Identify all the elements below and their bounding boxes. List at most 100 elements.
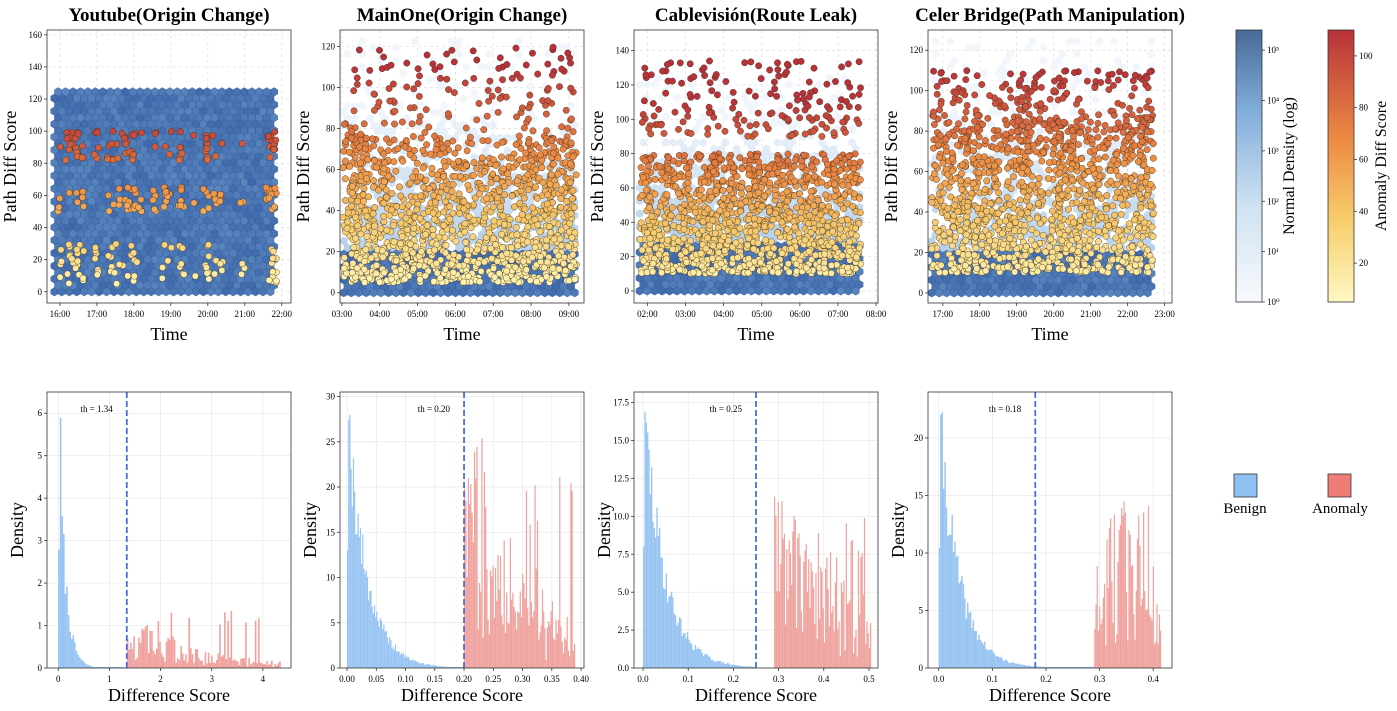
anomaly-point	[535, 144, 543, 152]
anomaly-point	[131, 185, 138, 193]
x-tick-label: 22:00	[271, 309, 292, 319]
anomaly-point	[65, 279, 73, 287]
anomaly-point	[341, 175, 349, 183]
anomaly-point	[123, 202, 131, 209]
hexbin	[556, 43, 564, 52]
anomaly-point	[496, 187, 503, 195]
anomaly-point	[216, 260, 224, 268]
anomaly-point	[568, 115, 575, 123]
anomaly-point	[857, 84, 864, 92]
hexbin	[392, 43, 400, 52]
anomaly-point	[403, 83, 411, 91]
anomaly-point	[546, 180, 554, 188]
anomaly-point	[487, 244, 495, 252]
anomaly-point	[751, 215, 758, 223]
anomaly-point	[768, 109, 776, 117]
anomaly-point	[533, 278, 540, 286]
hexbin	[477, 62, 486, 72]
anomaly-point	[449, 268, 457, 276]
anomaly-point	[480, 126, 488, 134]
anomaly-point	[176, 128, 184, 136]
anomaly-point	[210, 190, 218, 198]
anomaly-point	[449, 137, 457, 145]
anomaly-point	[218, 139, 226, 147]
anomaly-point	[492, 161, 500, 169]
anomaly-point	[513, 113, 520, 121]
hexbin	[343, 49, 352, 59]
anomaly-point	[370, 157, 378, 164]
anomaly-point	[518, 211, 526, 219]
anomaly-point	[440, 173, 448, 181]
anomaly-point	[526, 91, 534, 99]
anomaly-point	[417, 134, 425, 142]
anomaly-point	[531, 216, 539, 224]
anomaly-point	[469, 47, 477, 55]
anomaly-point	[73, 246, 81, 254]
anomaly-point	[645, 204, 653, 211]
anomaly-point	[499, 165, 507, 173]
anomaly-point	[271, 203, 278, 211]
anomaly-point	[65, 189, 73, 197]
anomaly-point	[429, 60, 437, 68]
anomaly-point	[689, 268, 697, 276]
anomaly-point	[508, 192, 516, 200]
anomaly-point	[496, 95, 504, 102]
anomaly-point	[440, 208, 448, 216]
hexbin	[773, 138, 782, 147]
anomaly-point	[419, 146, 427, 154]
anomaly-point	[550, 235, 558, 243]
anomaly-point	[450, 251, 458, 258]
anomaly-point	[73, 189, 80, 197]
anomaly-point	[788, 131, 796, 139]
x-tick-label: 07:00	[483, 309, 504, 319]
anomaly-point	[403, 226, 411, 234]
anomaly-point	[380, 212, 388, 220]
anomaly-point	[812, 251, 819, 259]
x-tick-label: 08:00	[521, 309, 542, 319]
anomaly-point	[383, 193, 390, 201]
anomaly-point	[475, 100, 483, 107]
anomaly-point	[844, 79, 852, 87]
anomaly-point	[431, 132, 438, 140]
anomaly-point	[271, 128, 279, 136]
anomaly-point	[521, 231, 529, 239]
anomaly-point	[115, 185, 123, 193]
anomaly-point	[496, 54, 504, 62]
anomaly-point	[805, 93, 813, 101]
anomaly-point	[425, 185, 433, 193]
anomaly-point	[855, 91, 863, 98]
anomaly-point	[514, 242, 522, 250]
hexbin	[485, 49, 493, 59]
anomaly-point	[771, 85, 779, 93]
anomaly-point	[767, 222, 775, 230]
anomaly-point	[391, 120, 398, 128]
anomaly-point	[199, 185, 207, 193]
anomaly-point	[567, 59, 574, 67]
anomaly-point	[571, 275, 579, 283]
anomaly-point	[637, 164, 645, 171]
anomaly-point	[682, 248, 689, 256]
hexbin	[270, 87, 278, 97]
anomaly-point	[740, 116, 748, 124]
anomaly-point	[552, 181, 560, 189]
anomaly-point	[563, 197, 570, 205]
anomaly-point	[567, 84, 575, 92]
anomaly-point	[689, 218, 697, 226]
anomaly-point	[845, 152, 853, 160]
anomaly-point	[450, 89, 458, 97]
anomaly-point	[501, 182, 508, 190]
anomaly-point	[356, 159, 364, 167]
anomaly-point	[706, 57, 713, 65]
anomaly-point	[558, 65, 566, 73]
anomaly-point	[342, 197, 349, 204]
anomaly-point	[569, 153, 577, 161]
anomaly-point	[499, 212, 507, 220]
anomaly-point	[79, 194, 86, 201]
anomaly-point	[510, 276, 518, 284]
hexbin	[526, 82, 534, 91]
anomaly-point	[529, 127, 537, 135]
anomaly-point	[721, 127, 729, 135]
anomaly-point	[177, 260, 185, 268]
anomaly-point	[423, 51, 431, 59]
anomaly-point	[476, 190, 483, 198]
